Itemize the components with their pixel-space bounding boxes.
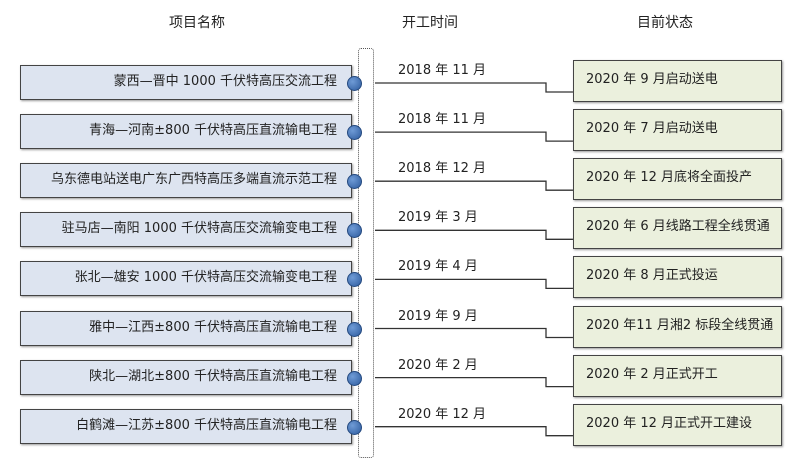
status-box: 2020 年 6 月线路工程全线贯通 [573, 207, 782, 250]
connector-line [375, 278, 573, 290]
connector-line [375, 131, 573, 142]
timeline-spine [358, 48, 374, 458]
project-box: 青海—河南±800 千伏特高压直流输电工程 [20, 114, 352, 150]
timeline-dot-icon [347, 272, 362, 288]
project-box: 驻马店—南阳 1000 千伏特高压交流输变电工程 [20, 212, 352, 248]
project-box: 白鹤滩—江苏±800 千伏特高压直流输电工程 [20, 408, 352, 444]
header-status: 目前状态 [637, 15, 693, 31]
status-box: 2020 年11 月湘2 标段全线贯通 [573, 305, 782, 348]
header-project: 项目名称 [169, 15, 225, 31]
start-date: 2018 年 11 月 [398, 63, 487, 78]
connector-line [375, 229, 573, 240]
start-date: 2019 年 9 月 [398, 308, 478, 324]
start-date: 2018 年 11 月 [398, 112, 487, 128]
status-box: 2020 年 2 月正式开工 [573, 354, 782, 397]
timeline-dot-icon [347, 321, 362, 337]
start-date: 2020 年 2 月 [398, 357, 478, 373]
status-box: 2020 年 9 月启动送电 [573, 60, 782, 102]
timeline-dot-icon [347, 125, 362, 141]
start-date: 2019 年 3 月 [398, 210, 478, 226]
timeline-dot-icon [347, 174, 362, 190]
project-box: 雅中—江西±800 千伏特高压直流输电工程 [20, 310, 352, 346]
start-date: 2018 年 12 月 [398, 161, 487, 177]
header-start: 开工时间 [402, 15, 458, 31]
status-box: 2020 年 7 月启动送电 [573, 109, 782, 152]
status-box: 2020 年 8 月正式投运 [573, 256, 782, 299]
timeline-dot-icon [347, 223, 362, 239]
connector-line [375, 82, 573, 93]
connector-line [375, 426, 573, 437]
project-box: 蒙西—晋中 1000 千伏特高压交流工程 [20, 65, 352, 100]
connector-line [375, 327, 573, 339]
timeline-dot-icon [347, 370, 362, 386]
status-box: 2020 年 12 月底将全面投产 [573, 158, 782, 201]
status-box: 2020 年 12 月正式开工建设 [573, 403, 782, 446]
timeline-dot-icon [347, 76, 362, 91]
connector-line [375, 376, 573, 388]
start-date: 2019 年 4 月 [398, 259, 478, 275]
project-box: 陕北—湖北±800 千伏特高压直流输电工程 [20, 359, 352, 395]
timeline-dot-icon [347, 419, 362, 435]
project-box: 张北—雄安 1000 千伏特高压交流输变电工程 [20, 261, 352, 297]
connector-line [375, 180, 573, 191]
start-date: 2020 年 12 月 [398, 406, 487, 422]
project-box: 乌东德电站送电广东广西特高压多端直流示范工程 [20, 163, 352, 199]
